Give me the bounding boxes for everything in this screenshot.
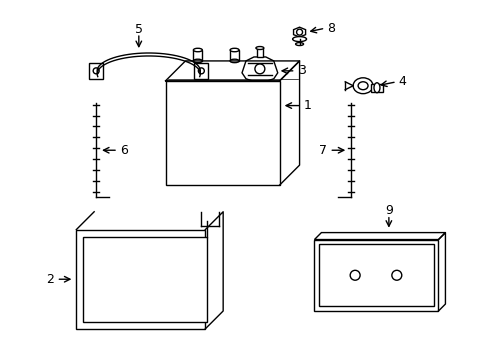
Text: 3: 3 (297, 64, 305, 77)
Ellipse shape (193, 59, 202, 63)
Text: 7: 7 (319, 144, 326, 157)
Ellipse shape (255, 46, 264, 50)
Bar (230, 50, 239, 61)
Ellipse shape (352, 78, 372, 94)
Ellipse shape (193, 48, 202, 52)
Ellipse shape (292, 37, 306, 41)
Ellipse shape (357, 82, 367, 90)
Bar (165, 81, 279, 185)
Bar (193, 50, 202, 61)
Text: 2: 2 (46, 273, 54, 286)
Text: 5: 5 (135, 23, 142, 36)
Text: 6: 6 (120, 144, 127, 157)
Circle shape (93, 68, 99, 74)
Bar (256, 48, 263, 57)
Text: 1: 1 (303, 99, 311, 112)
Ellipse shape (254, 64, 264, 74)
Ellipse shape (230, 48, 239, 52)
Text: 8: 8 (326, 22, 335, 35)
Polygon shape (293, 27, 305, 37)
Polygon shape (314, 233, 445, 239)
Circle shape (296, 29, 302, 35)
Bar (83, 237, 207, 322)
Bar (370, 84, 382, 92)
Circle shape (391, 270, 401, 280)
Text: 9: 9 (384, 204, 392, 217)
Ellipse shape (373, 83, 379, 93)
Polygon shape (242, 57, 277, 81)
Text: 4: 4 (398, 75, 406, 88)
Circle shape (198, 68, 204, 74)
Ellipse shape (230, 59, 239, 63)
Polygon shape (194, 63, 208, 79)
Bar (314, 239, 438, 311)
Circle shape (349, 270, 359, 280)
Polygon shape (89, 63, 103, 79)
Bar (319, 244, 433, 306)
Ellipse shape (295, 42, 303, 46)
Bar (76, 230, 205, 329)
